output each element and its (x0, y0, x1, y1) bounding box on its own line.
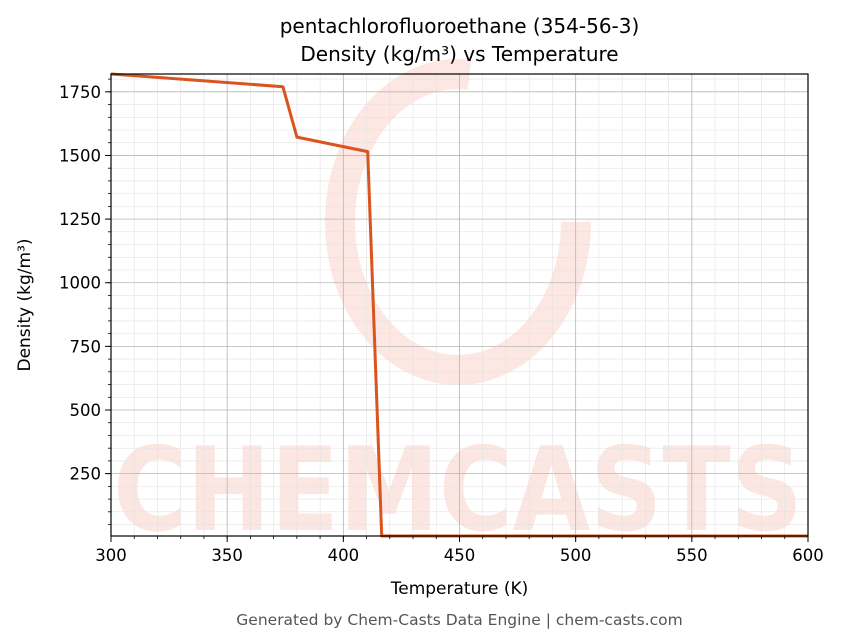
x-axis-ticks: 300 350 400 450 500 550 600 (95, 536, 824, 565)
x-tick-label: 350 (211, 546, 243, 565)
x-tick-label: 500 (560, 546, 592, 565)
y-tick-label: 1500 (59, 146, 101, 165)
y-tick-label: 750 (70, 337, 102, 356)
footer-credit: Generated by Chem-Casts Data Engine | ch… (236, 611, 682, 629)
watermark-text: CHEMCASTS (113, 423, 803, 558)
x-tick-label: 550 (676, 546, 708, 565)
y-axis-label: Density (kg/m³) (15, 238, 35, 371)
y-axis-ticks: 250 500 750 1000 1250 1500 1750 (59, 78, 111, 525)
x-tick-label: 600 (792, 546, 824, 565)
y-tick-label: 1000 (59, 274, 101, 293)
x-tick-label: 300 (95, 546, 127, 565)
y-tick-label: 1750 (59, 83, 101, 102)
chart-title-line2: Density (kg/m³) vs Temperature (300, 42, 618, 66)
x-tick-label: 400 (328, 546, 360, 565)
y-tick-label: 500 (70, 401, 102, 420)
chart-title-line1: pentachlorofluoroethane (354-56-3) (280, 14, 640, 38)
x-tick-label: 450 (444, 546, 476, 565)
y-tick-label: 250 (70, 465, 102, 484)
x-axis-label: Temperature (K) (390, 579, 529, 599)
y-tick-label: 1250 (59, 210, 101, 229)
watermark: CHEMCASTS (113, 59, 803, 558)
